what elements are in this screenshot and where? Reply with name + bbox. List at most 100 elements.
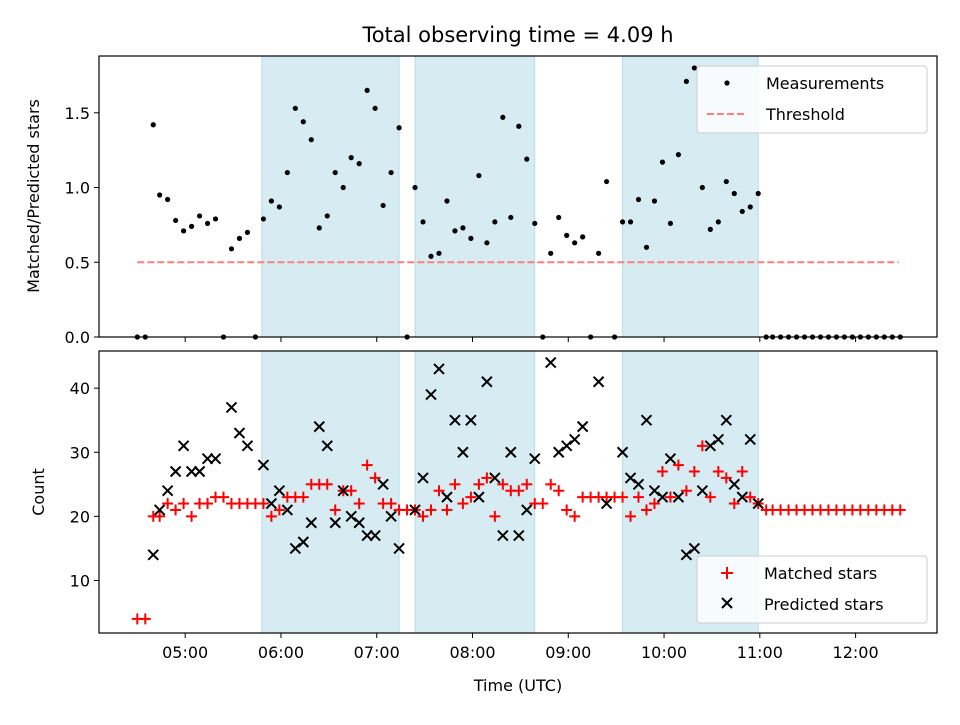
legend-predicted-label: Predicted stars — [764, 595, 884, 614]
predicted-point — [441, 491, 453, 503]
matched-point — [633, 491, 645, 503]
matched-point — [441, 504, 453, 516]
predicted-point — [736, 491, 748, 503]
measurement-point — [308, 137, 314, 143]
bottom-x-axis-label: Time (UTC) — [473, 676, 562, 695]
measurement-point — [484, 240, 490, 246]
matched-point — [664, 491, 676, 503]
measurement-point — [196, 213, 203, 219]
predicted-point — [744, 433, 756, 446]
measurement-point — [188, 223, 195, 229]
matched-point — [894, 504, 906, 516]
predicted-point — [305, 517, 318, 529]
matched-point — [648, 498, 660, 510]
matched-point — [569, 510, 581, 522]
matched-point — [162, 498, 174, 510]
top-legend-box — [696, 65, 928, 134]
predicted-point — [345, 510, 357, 523]
bottom-predicted-points — [147, 356, 764, 561]
measurement-point — [452, 228, 458, 234]
matched-point — [218, 491, 230, 503]
matched-point — [265, 510, 277, 522]
predicted-point — [369, 529, 381, 542]
predicted-point — [465, 414, 477, 426]
bottom-matched-points — [131, 440, 906, 625]
shaded-interval — [414, 55, 536, 338]
measurement-point — [524, 156, 530, 162]
predicted-point — [433, 363, 445, 375]
predicted-point — [529, 452, 541, 465]
measurement-point — [388, 169, 394, 176]
matched-point — [680, 485, 692, 497]
predicted-point — [616, 446, 629, 458]
predicted-point — [321, 440, 333, 452]
measurement-point — [284, 169, 290, 176]
predicted-point — [489, 472, 501, 484]
matched-point — [321, 478, 333, 490]
measurement-point — [268, 198, 274, 204]
predicted-point — [521, 504, 533, 516]
matched-point — [297, 491, 309, 503]
predicted-point — [624, 472, 637, 484]
measurement-point — [300, 119, 306, 125]
matched-point — [154, 510, 166, 522]
y-tick-label: 30 — [70, 443, 90, 462]
top-y-ticks: 0.0 0.5 1.0 1.5 — [65, 104, 99, 347]
legend-threshold-label: Threshold — [765, 105, 845, 124]
predicted-point — [177, 440, 190, 452]
measurement-point — [699, 184, 705, 191]
matched-point — [481, 472, 493, 484]
predicted-point — [377, 478, 389, 491]
matched-point — [178, 498, 190, 510]
top-shaded-intervals — [261, 55, 759, 338]
x-tick-label: 12:00 — [833, 643, 879, 662]
matched-point — [513, 485, 525, 497]
predicted-point — [704, 440, 717, 452]
matched-point — [720, 472, 732, 484]
measurement-point — [436, 250, 442, 256]
predicted-point — [233, 427, 246, 439]
measurement-point — [532, 220, 538, 227]
predicted-point — [752, 497, 764, 510]
predicted-point — [425, 388, 437, 401]
measurement-point — [651, 198, 658, 204]
chart-title: Total observing time = 4.09 h — [361, 23, 673, 47]
predicted-point — [385, 510, 397, 523]
matched-point — [728, 498, 740, 510]
predicted-point — [505, 446, 517, 458]
bottom-legend-box — [696, 555, 928, 624]
measurement-point — [643, 244, 650, 250]
predicted-point — [193, 465, 206, 478]
measurement-point — [659, 159, 666, 165]
predicted-point — [329, 517, 341, 529]
measurement-point — [667, 220, 674, 227]
predicted-point — [153, 504, 166, 516]
top-legend: Measurements Threshold — [696, 65, 928, 134]
x-tick-label: 08:00 — [449, 643, 495, 662]
measurement-point — [260, 216, 267, 222]
matched-point — [640, 504, 652, 516]
predicted-point — [664, 452, 677, 465]
measurement-point — [715, 219, 721, 225]
shaded-interval — [261, 350, 400, 634]
measurement-point — [228, 246, 235, 252]
measurement-point — [236, 235, 243, 241]
bottom-axes-frame — [98, 350, 938, 634]
y-tick-label: 40 — [70, 379, 90, 398]
predicted-point — [409, 504, 421, 516]
matched-point — [704, 491, 716, 503]
measurement-point — [428, 253, 434, 259]
predicted-point — [225, 401, 238, 414]
measurement-point — [157, 192, 163, 198]
predicted-point — [592, 376, 605, 388]
measurement-point — [619, 219, 626, 225]
legend-matched-label: Matched stars — [764, 564, 877, 583]
x-tick-label: 10:00 — [641, 643, 687, 662]
predicted-point — [353, 517, 365, 529]
y-tick-label: 1.0 — [65, 179, 90, 198]
measurement-point — [755, 190, 761, 197]
predicted-point — [568, 433, 581, 446]
measurement-point — [276, 204, 282, 210]
y-tick-label: 10 — [70, 571, 90, 590]
